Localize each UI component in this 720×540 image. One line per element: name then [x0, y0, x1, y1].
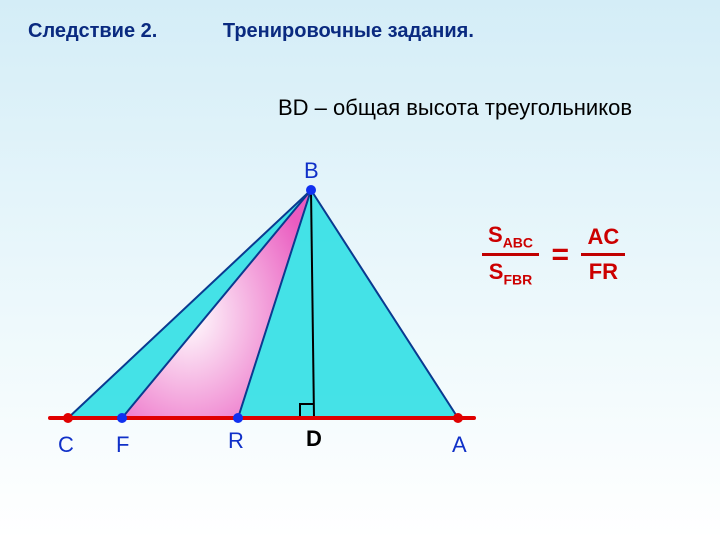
label-r: R — [228, 428, 244, 454]
label-b: В — [304, 158, 319, 184]
point-b-dot — [306, 185, 316, 195]
fraction-right: AC FR — [581, 222, 625, 287]
point-r-dot — [233, 413, 243, 423]
fraction-left: SABC SFBR — [482, 220, 539, 290]
frac-right-num: AC — [581, 222, 625, 252]
label-d: D — [306, 426, 322, 452]
equals-sign: = — [543, 238, 577, 272]
frac-right-line — [581, 253, 625, 256]
s-abc-main: S — [488, 222, 503, 247]
label-a: А — [452, 432, 467, 458]
s-abc-sub: ABC — [503, 234, 533, 250]
frac-left-num: SABC — [482, 220, 539, 252]
point-f-dot — [117, 413, 127, 423]
frac-left-line — [482, 253, 539, 256]
frac-left-den: SFBR — [482, 257, 539, 289]
label-f: F — [116, 432, 129, 458]
point-a-dot — [453, 413, 463, 423]
label-c: С — [58, 432, 74, 458]
point-c-dot — [63, 413, 73, 423]
frac-right-den: FR — [581, 257, 625, 287]
area-ratio-formula: SABC SFBR = AC FR — [482, 220, 625, 290]
s-fbr-main: S — [489, 259, 504, 284]
s-fbr-sub: FBR — [503, 272, 532, 288]
